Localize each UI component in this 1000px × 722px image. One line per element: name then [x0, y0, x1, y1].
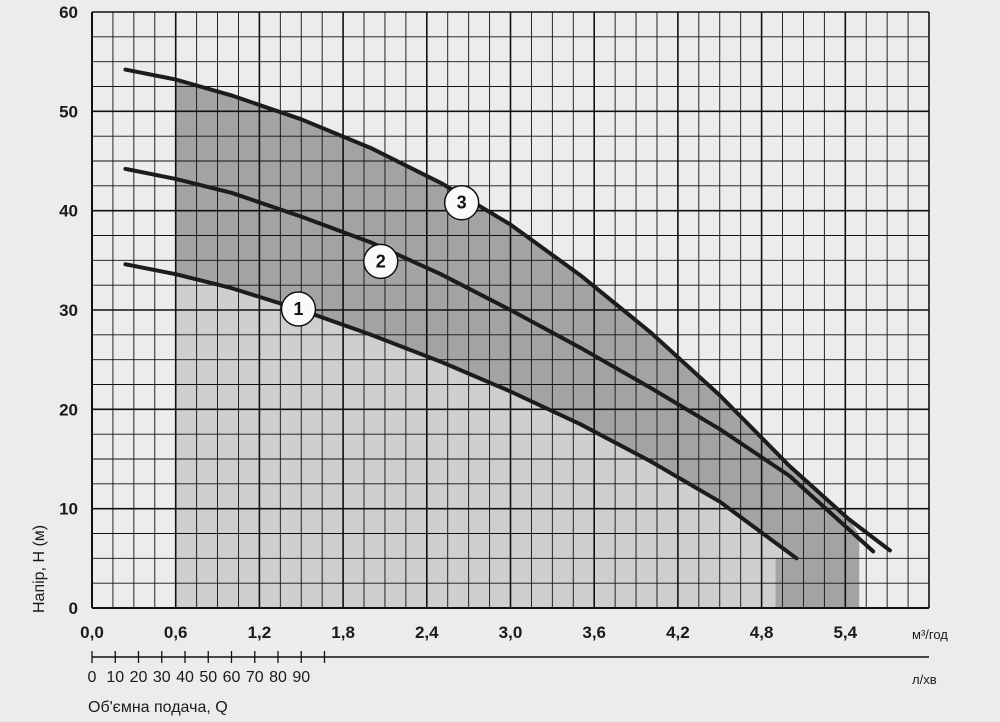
x-top-tick-label: 0,0 — [80, 623, 104, 642]
marker-3-circle — [443, 184, 480, 221]
y-axis-label: Напір, H (м) — [31, 525, 48, 613]
operating-region — [175, 79, 860, 608]
marker-1-circle — [280, 291, 317, 327]
y-tick-label: 10 — [59, 500, 78, 519]
y-axis-ticks: 0 10 20 30 40 50 60 — [59, 3, 78, 618]
curve-1 — [123, 262, 799, 561]
x-bottom-tick-label: 10 — [106, 669, 124, 686]
curve-3 — [123, 67, 892, 553]
x-top-tick-label: 1,8 — [331, 623, 355, 642]
marker-3-label: 3 — [457, 193, 467, 213]
x-bottom-tick-label: 50 — [199, 669, 217, 686]
x-top-tick-label: 4,2 — [666, 623, 690, 642]
x-axis-lmin-unit: л/хв — [912, 672, 937, 687]
curve-2 — [123, 166, 876, 554]
y-tick-label: 0 — [69, 599, 78, 618]
y-tick-label: 50 — [59, 102, 78, 121]
y-tick-label: 20 — [59, 400, 78, 419]
pump-curves — [123, 67, 892, 561]
x-axis-lmin: 0 10 20 30 40 50 60 70 80 90 — [88, 651, 929, 686]
light-region-under-curve1 — [175, 274, 797, 608]
y-tick-label: 40 — [59, 202, 78, 221]
x-top-tick-label: 3,6 — [582, 623, 606, 642]
x-bottom-tick-label: 90 — [292, 669, 310, 686]
x-axis-m3h-unit: м³/год — [912, 627, 948, 642]
x-bottom-tick-label: 40 — [176, 669, 194, 686]
curve-markers: 1 2 3 — [280, 184, 480, 327]
x-bottom-tick-label: 0 — [88, 669, 97, 686]
x-top-tick-label: 5,4 — [833, 623, 857, 642]
marker-1-label: 1 — [293, 299, 303, 319]
x-bottom-tick-label: 20 — [130, 669, 148, 686]
y-tick-label: 60 — [59, 3, 78, 22]
x-top-tick-label: 1,2 — [248, 623, 272, 642]
x-axis-m3h-ticks: 0,0 0,6 1,2 1,8 2,4 3,0 3,6 4,2 4,8 5,4 — [80, 623, 857, 642]
x-top-tick-label: 4,8 — [750, 623, 774, 642]
x-bottom-tick-label: 70 — [246, 669, 264, 686]
x-axis-lmin-label: Об'ємна подача, Q — [88, 699, 228, 716]
marker-2-circle — [363, 243, 399, 280]
x-bottom-tick-label: 80 — [269, 669, 287, 686]
marker-2-label: 2 — [376, 251, 386, 271]
x-top-tick-label: 3,0 — [499, 623, 523, 642]
dark-region — [175, 79, 860, 608]
x-top-tick-label: 0,6 — [164, 623, 188, 642]
x-bottom-tick-label: 30 — [153, 669, 171, 686]
x-top-tick-label: 2,4 — [415, 623, 439, 642]
x-bottom-tick-label: 60 — [223, 669, 241, 686]
y-tick-label: 30 — [59, 301, 78, 320]
